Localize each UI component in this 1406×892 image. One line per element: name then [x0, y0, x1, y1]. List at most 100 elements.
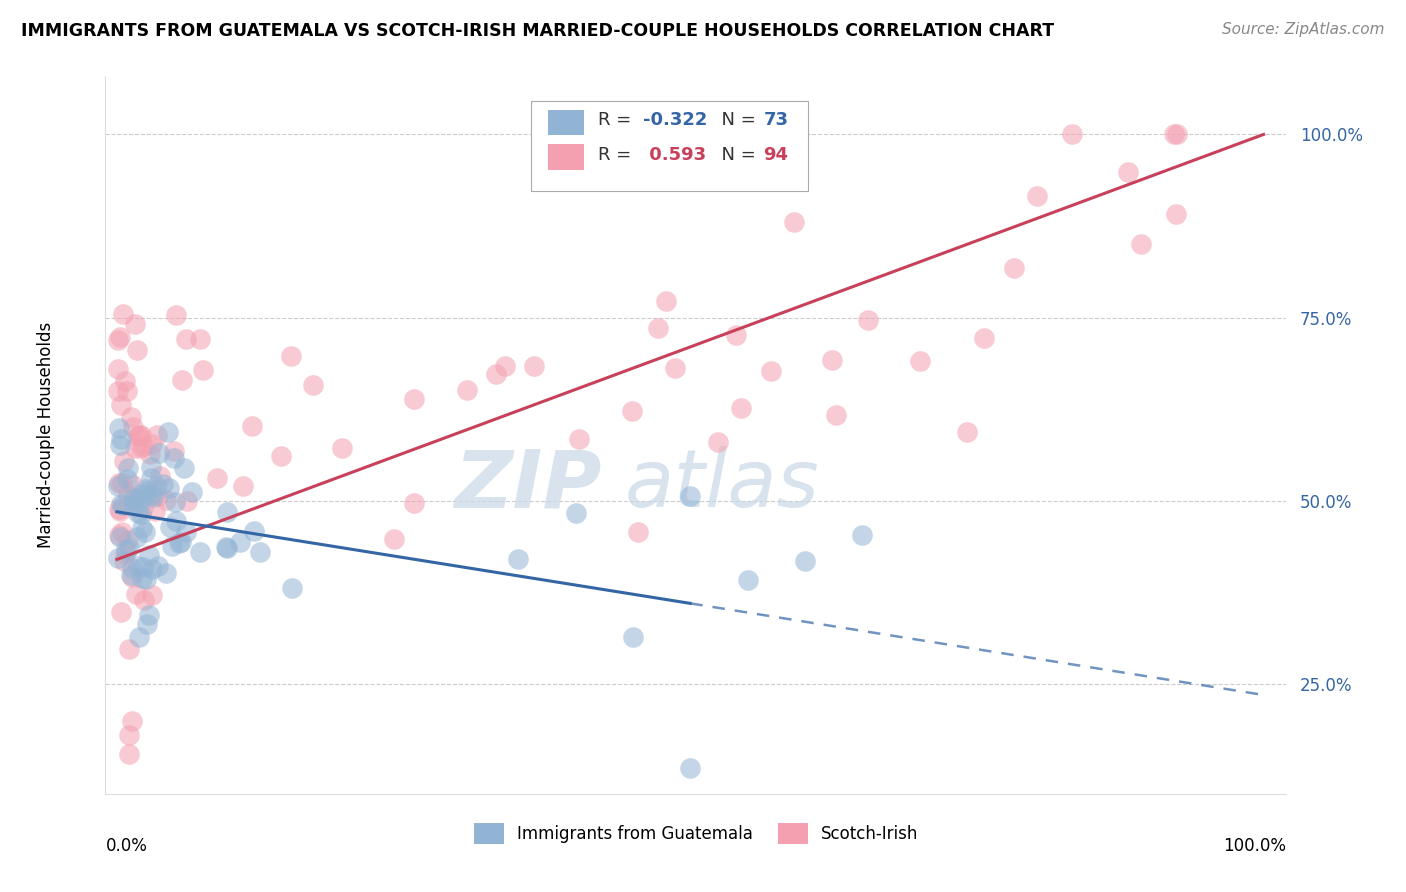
Point [508, 552, 530, 566]
Point [647, 321, 669, 335]
Point [165, 308, 187, 322]
Point [110, 605, 132, 619]
Point [679, 489, 702, 503]
Point [132, 500, 155, 515]
Text: 100.0%: 100.0% [1223, 837, 1286, 855]
Point [302, 377, 325, 392]
Text: Married-couple Households: Married-couple Households [38, 322, 55, 548]
Point [217, 505, 239, 519]
Point [825, 408, 848, 422]
Point [242, 418, 264, 433]
Point [111, 475, 134, 490]
Point [706, 434, 728, 449]
Point [820, 352, 842, 367]
Point [243, 524, 266, 539]
Point [494, 359, 516, 373]
Point [107, 384, 129, 398]
Text: 73: 73 [763, 112, 789, 129]
Point [856, 312, 879, 326]
Point [107, 362, 129, 376]
Point [973, 331, 995, 345]
Point [141, 437, 163, 451]
Point [908, 354, 931, 368]
Point [159, 519, 181, 533]
Point [191, 363, 214, 377]
Point [127, 429, 149, 443]
Point [156, 425, 179, 439]
Point [138, 607, 160, 622]
Point [122, 498, 145, 512]
Point [112, 453, 135, 467]
Point [112, 553, 135, 567]
Point [1166, 128, 1188, 142]
Point [118, 747, 141, 761]
Point [112, 499, 135, 513]
Point [115, 533, 138, 547]
Point [112, 307, 135, 321]
Point [1166, 207, 1188, 221]
Text: N =: N = [710, 112, 762, 129]
Point [188, 332, 211, 346]
Point [108, 438, 131, 452]
Point [180, 485, 202, 500]
Point [108, 329, 131, 343]
Point [107, 501, 129, 516]
Point [121, 561, 143, 575]
Point [1002, 260, 1025, 275]
Point [132, 438, 155, 452]
Point [136, 484, 159, 499]
Point [160, 540, 183, 554]
Point [330, 441, 353, 455]
Point [162, 450, 184, 465]
Point [134, 482, 156, 496]
Text: -0.322: -0.322 [643, 112, 707, 129]
Point [793, 554, 815, 568]
Point [108, 475, 131, 490]
Point [120, 567, 142, 582]
Point [165, 514, 187, 528]
Point [110, 432, 132, 446]
Point [146, 489, 169, 503]
Point [122, 491, 145, 506]
Point [228, 534, 250, 549]
Point [1025, 188, 1047, 202]
Text: R =: R = [598, 112, 637, 129]
Point [108, 503, 131, 517]
Point [121, 569, 143, 583]
Bar [548, 145, 583, 169]
Point [149, 469, 172, 483]
Point [737, 574, 759, 588]
Point [205, 471, 228, 485]
Point [621, 404, 644, 418]
Point [155, 492, 177, 507]
Point [162, 444, 184, 458]
Point [730, 401, 752, 416]
Point [131, 487, 153, 501]
Point [121, 420, 143, 434]
Point [281, 581, 304, 595]
Point [564, 506, 586, 520]
Point [724, 328, 747, 343]
Point [110, 398, 132, 412]
Point [128, 631, 150, 645]
Text: IMMIGRANTS FROM GUATEMALA VS SCOTCH-IRISH MARRIED-COUPLE HOUSEHOLDS CORRELATION : IMMIGRANTS FROM GUATEMALA VS SCOTCH-IRIS… [21, 22, 1054, 40]
Point [122, 493, 145, 508]
Point [108, 421, 131, 435]
Point [152, 476, 174, 491]
Point [132, 560, 155, 574]
Point [190, 544, 212, 558]
Point [108, 527, 131, 541]
Point [249, 545, 271, 559]
Point [138, 549, 160, 563]
Point [118, 541, 141, 556]
Point [679, 761, 702, 775]
Point [655, 294, 678, 309]
Point [664, 361, 686, 376]
Point [128, 428, 150, 442]
Point [121, 714, 143, 728]
Point [115, 542, 138, 557]
Text: 94: 94 [763, 145, 789, 164]
Point [117, 488, 139, 502]
Point [1130, 237, 1153, 252]
Point [169, 535, 191, 549]
